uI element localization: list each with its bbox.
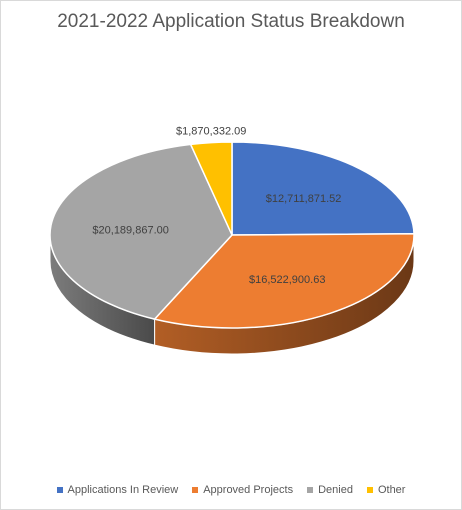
legend-label: Denied [318,484,353,496]
data-label-approved-projects: $16,522,900.63 [249,274,325,286]
legend-label: Applications In Review [67,484,179,496]
legend-item-approved-projects[interactable]: Approved Projects [192,484,293,496]
pie-slice-approved-projects[interactable] [153,232,415,329]
data-label-other: $1,870,332.09 [176,126,246,138]
legend-swatch [192,487,199,493]
chart-title: 2021-2022 Application Status Breakdown [57,11,405,32]
pie-slice-applications-in-review[interactable] [231,141,415,236]
pie-slice-denied[interactable] [49,143,233,320]
legend-swatch [307,487,314,493]
legend-item-denied[interactable]: Denied [307,484,353,496]
pie-slice-other[interactable] [189,141,233,236]
legend-item-applications-in-review[interactable]: Applications In Review [56,484,179,496]
chart-legend: Applications In Review Approved Projects D… [1,484,461,496]
legend-label: Other [377,484,406,496]
legend-swatch [56,487,63,493]
data-label-applications-in-review: $12,711,871.52 [266,193,342,205]
legend-item-other[interactable]: Other [366,484,406,496]
legend-label: Approved Projects [203,484,294,496]
legend-swatch [366,487,373,493]
data-label-denied: $20,189,867.00 [92,225,168,237]
pie-chart: $12,711,871.52 $16,522,900.63 $20,189,867.… [49,126,415,355]
